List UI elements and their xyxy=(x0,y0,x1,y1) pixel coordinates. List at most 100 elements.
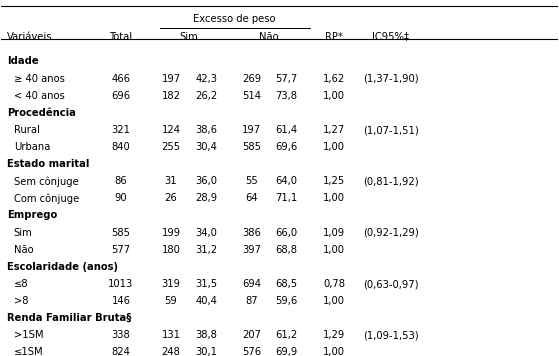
Text: 73,8: 73,8 xyxy=(275,90,297,100)
Text: Não: Não xyxy=(259,32,279,42)
Text: 59,6: 59,6 xyxy=(275,296,297,306)
Text: 255: 255 xyxy=(162,142,181,152)
Text: 34,0: 34,0 xyxy=(195,228,217,238)
Text: 1,00: 1,00 xyxy=(323,245,345,255)
Text: 71,1: 71,1 xyxy=(275,193,297,203)
Text: 207: 207 xyxy=(242,330,261,340)
Text: 69,9: 69,9 xyxy=(275,347,297,356)
Text: Sim: Sim xyxy=(13,228,32,238)
Text: ≤1SM: ≤1SM xyxy=(13,347,43,356)
Text: 576: 576 xyxy=(242,347,261,356)
Text: 386: 386 xyxy=(242,228,261,238)
Text: Idade: Idade xyxy=(7,56,39,66)
Text: 26: 26 xyxy=(165,193,177,203)
Text: 197: 197 xyxy=(162,74,181,84)
Text: 269: 269 xyxy=(242,74,261,84)
Text: < 40 anos: < 40 anos xyxy=(13,90,64,100)
Text: 321: 321 xyxy=(111,125,130,135)
Text: Urbana: Urbana xyxy=(13,142,50,152)
Text: 124: 124 xyxy=(162,125,181,135)
Text: 59: 59 xyxy=(165,296,177,306)
Text: 514: 514 xyxy=(242,90,261,100)
Text: 31: 31 xyxy=(165,177,177,187)
Text: 42,3: 42,3 xyxy=(195,74,217,84)
Text: 1,27: 1,27 xyxy=(323,125,345,135)
Text: 1,09: 1,09 xyxy=(323,228,345,238)
Text: Estado marital: Estado marital xyxy=(7,159,89,169)
Text: 466: 466 xyxy=(111,74,130,84)
Text: 585: 585 xyxy=(111,228,130,238)
Text: (0,81-1,92): (0,81-1,92) xyxy=(363,177,419,187)
Text: 199: 199 xyxy=(162,228,181,238)
Text: 1,00: 1,00 xyxy=(323,193,345,203)
Text: 0,78: 0,78 xyxy=(323,279,345,289)
Text: 87: 87 xyxy=(245,296,258,306)
Text: Sem cônjuge: Sem cônjuge xyxy=(13,177,78,187)
Text: 1,00: 1,00 xyxy=(323,347,345,356)
Text: >1SM: >1SM xyxy=(13,330,43,340)
Text: 1,62: 1,62 xyxy=(323,74,345,84)
Text: (0,92-1,29): (0,92-1,29) xyxy=(363,228,419,238)
Text: Variáveis: Variáveis xyxy=(7,32,53,42)
Text: ≤8: ≤8 xyxy=(13,279,29,289)
Text: 55: 55 xyxy=(245,177,258,187)
Text: 696: 696 xyxy=(111,90,131,100)
Text: (0,63-0,97): (0,63-0,97) xyxy=(363,279,419,289)
Text: Total: Total xyxy=(110,32,132,42)
Text: Com cônjuge: Com cônjuge xyxy=(13,193,79,204)
Text: 30,1: 30,1 xyxy=(195,347,217,356)
Text: RP*: RP* xyxy=(325,32,343,42)
Text: 1,00: 1,00 xyxy=(323,296,345,306)
Text: 61,4: 61,4 xyxy=(275,125,297,135)
Text: >8: >8 xyxy=(13,296,28,306)
Text: 26,2: 26,2 xyxy=(195,90,217,100)
Text: 64,0: 64,0 xyxy=(275,177,297,187)
Text: 397: 397 xyxy=(242,245,261,255)
Text: Sim: Sim xyxy=(179,32,198,42)
Text: 31,5: 31,5 xyxy=(195,279,217,289)
Text: Escolaridade (anos): Escolaridade (anos) xyxy=(7,262,118,272)
Text: 64: 64 xyxy=(245,193,258,203)
Text: 824: 824 xyxy=(112,347,130,356)
Text: 61,2: 61,2 xyxy=(275,330,297,340)
Text: Excesso de peso: Excesso de peso xyxy=(193,14,275,24)
Text: 1,00: 1,00 xyxy=(323,142,345,152)
Text: 66,0: 66,0 xyxy=(275,228,297,238)
Text: 1013: 1013 xyxy=(108,279,134,289)
Text: 30,4: 30,4 xyxy=(195,142,217,152)
Text: 1,00: 1,00 xyxy=(323,90,345,100)
Text: 146: 146 xyxy=(111,296,130,306)
Text: 36,0: 36,0 xyxy=(195,177,217,187)
Text: 197: 197 xyxy=(242,125,261,135)
Text: 68,5: 68,5 xyxy=(275,279,297,289)
Text: Renda Familiar Bruta§: Renda Familiar Bruta§ xyxy=(7,313,131,323)
Text: 90: 90 xyxy=(115,193,127,203)
Text: 694: 694 xyxy=(242,279,261,289)
Text: 28,9: 28,9 xyxy=(195,193,217,203)
Text: 1,25: 1,25 xyxy=(323,177,345,187)
Text: (1,37-1,90): (1,37-1,90) xyxy=(363,74,419,84)
Text: 585: 585 xyxy=(242,142,261,152)
Text: Rural: Rural xyxy=(13,125,40,135)
Text: IC95%‡: IC95%‡ xyxy=(372,32,409,42)
Text: 131: 131 xyxy=(162,330,181,340)
Text: 86: 86 xyxy=(115,177,127,187)
Text: 180: 180 xyxy=(162,245,181,255)
Text: 577: 577 xyxy=(111,245,131,255)
Text: 338: 338 xyxy=(112,330,130,340)
Text: 40,4: 40,4 xyxy=(195,296,217,306)
Text: 248: 248 xyxy=(162,347,181,356)
Text: 319: 319 xyxy=(162,279,181,289)
Text: 182: 182 xyxy=(162,90,181,100)
Text: ≥ 40 anos: ≥ 40 anos xyxy=(13,74,64,84)
Text: 38,8: 38,8 xyxy=(195,330,217,340)
Text: 68,8: 68,8 xyxy=(275,245,297,255)
Text: 57,7: 57,7 xyxy=(275,74,297,84)
Text: (1,07-1,51): (1,07-1,51) xyxy=(363,125,419,135)
Text: 1,29: 1,29 xyxy=(323,330,345,340)
Text: (1,09-1,53): (1,09-1,53) xyxy=(363,330,419,340)
Text: Não: Não xyxy=(13,245,33,255)
Text: Emprego: Emprego xyxy=(7,210,57,220)
Text: 38,6: 38,6 xyxy=(195,125,217,135)
Text: 31,2: 31,2 xyxy=(195,245,217,255)
